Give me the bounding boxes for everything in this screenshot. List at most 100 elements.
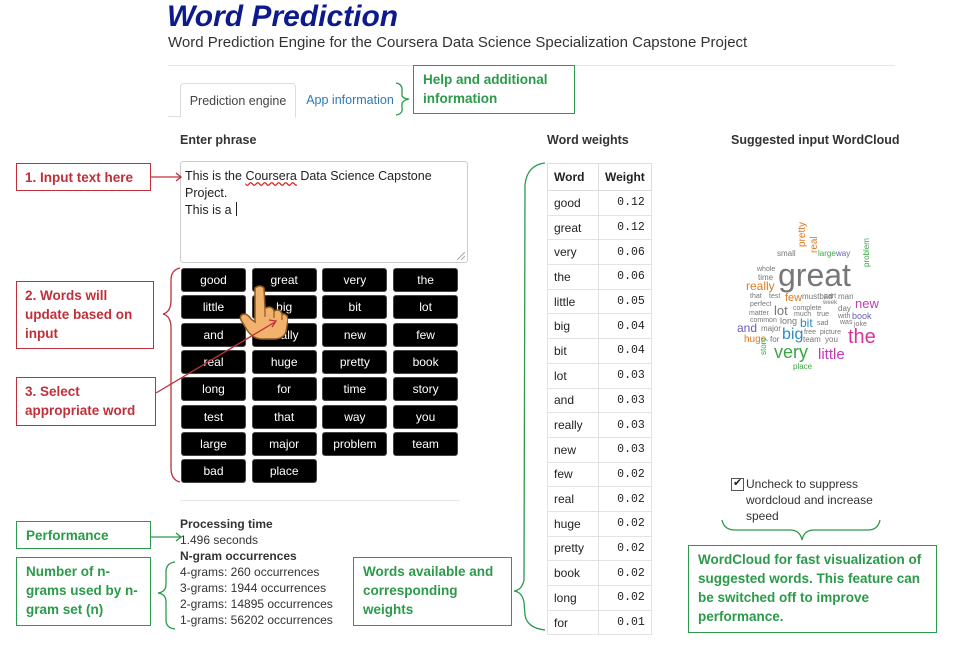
word-button-for[interactable]: for [251,377,317,402]
wordcloud-word-common: common [750,317,777,324]
word-button-test[interactable]: test [181,404,246,429]
word-button-few[interactable]: few [393,322,459,347]
weights-value-cell: 0.02 [598,461,652,488]
wordcloud-checkbox[interactable]: ✔ [731,477,744,491]
weights-value-cell: 0.04 [598,338,652,364]
col-weight-header[interactable]: Weight [598,163,652,191]
weights-value-cell: 0.06 [598,264,652,290]
ngram-heading: N-gram occurrences [180,549,297,563]
wordcloud-word-for: for [770,335,780,344]
callout-words-available: Words available and corresponding weight… [353,557,512,626]
callout-select: 3. Select appropriate word [16,377,156,426]
wordcloud-word-day: day [838,304,851,313]
weights-row: real 0.02 [547,486,652,512]
resize-grip-icon[interactable] [457,252,465,260]
word-button-little[interactable]: little [181,295,246,320]
weights-row: huge 0.02 [547,510,652,537]
word-button-you[interactable]: you [393,404,459,429]
weights-value-cell: 0.12 [598,214,652,241]
callout-help: Help and additional information [413,65,575,114]
wordcloud-word-you: you [825,335,838,344]
word-button-lot[interactable]: lot [393,295,459,320]
wordcloud-word-week: week [823,300,838,306]
word-button-large[interactable]: large [181,431,246,456]
word-button-bit[interactable]: bit [322,295,388,320]
word-button-that[interactable]: that [251,404,317,429]
weights-word-cell: pretty [547,535,599,562]
weights-row: the 0.06 [547,264,652,290]
wordcloud-word-that: that [750,293,762,300]
weights-row: pretty 0.02 [547,535,652,562]
word-button-new[interactable]: new [322,322,388,347]
word-button-major[interactable]: major [251,431,317,456]
processing-time-heading: Processing time [180,517,273,531]
callout-input: 1. Input text here [16,163,151,191]
weights-row: long 0.02 [547,585,652,611]
wordcloud-word-was: was [840,319,853,326]
wordcloud-word-test: test [769,293,781,300]
checkbox-label: Uncheck to suppress wordcloud and increa… [746,477,873,523]
col-word-header[interactable]: Word [547,163,599,191]
weights-word-cell: bit [547,338,599,364]
weights-word-cell: huge [547,510,599,537]
word-button-book[interactable]: book [393,349,459,374]
weights-value-cell: 0.03 [598,436,652,463]
word-button-real[interactable]: real [181,349,246,374]
weights-word-cell: great [547,214,599,241]
wordcloud-word-bit: bit [800,316,813,330]
weights-value-cell: 0.12 [598,190,652,216]
word-button-the[interactable]: the [393,268,459,292]
ngram-3: 3-grams: 1944 occurrences [180,581,327,595]
wordcloud-word-little: little [818,346,845,363]
callout-performance: Performance [16,521,151,549]
word-button-good[interactable]: good [181,268,246,292]
wordcloud-word-mustbad: mustbad [802,292,833,301]
wordcloud-word-whole: whole [757,266,776,273]
tab-prediction-engine[interactable]: Prediction engine [180,83,296,118]
wordcloud-word-with: with [838,313,851,320]
word-button-great[interactable]: great [251,268,317,292]
weights-word-cell: book [547,560,599,586]
wordcloud-word-lot: lot [774,303,788,318]
weights-row: and 0.03 [547,387,652,414]
wordcloud-word-picture: picture [820,329,842,336]
weights-word-cell: for [547,609,599,636]
app-subtitle: Word Prediction Engine for the Coursera … [168,34,748,51]
callout-ngrams: Number of n-grams used by n-gram set (n) [16,557,151,626]
weights-value-cell: 0.06 [598,239,652,266]
weights-word-cell: the [547,264,599,290]
wordcloud-word-long: long [780,316,798,326]
word-button-problem[interactable]: problem [322,431,388,456]
wordcloud-word-very: very [774,342,809,362]
weights-row: little 0.05 [547,288,652,315]
word-button-story[interactable]: story [393,377,459,402]
wordcloud-word-major: major [761,324,782,333]
wordcloud-word-new: new [855,296,879,311]
wordcloud-word-place: place [793,362,813,371]
wordcloud-word-small: small [777,249,796,258]
phrase-text-part2: Data Science Capstone Project. This is a [185,169,432,217]
weights-value-cell: 0.03 [598,412,652,438]
ngram-2: 2-grams: 14895 occurrences [180,597,333,611]
text-caret [236,202,238,216]
word-button-bad[interactable]: bad [181,459,246,484]
callout-wordcloud: WordCloud for fast visualization of sugg… [688,545,937,633]
wordcloud-word-time: time [758,273,774,282]
word-button-time[interactable]: time [322,377,388,402]
word-button-way[interactable]: way [322,404,388,429]
word-button-place[interactable]: place [251,459,317,484]
word-button-and[interactable]: and [181,322,246,347]
word-button-very[interactable]: very [322,268,388,292]
phrase-input[interactable]: This is the Coursera Data Science Capsto… [180,161,468,263]
wordcloud-word-joke: joke [854,321,867,328]
word-button-huge[interactable]: huge [251,349,317,374]
weights-row: bit 0.04 [547,338,652,364]
weights-row: new 0.03 [547,436,652,463]
weights-value-cell: 0.04 [598,313,652,340]
wordcloud-word-big: big [782,326,804,343]
tab-app-information[interactable]: App information [306,92,394,107]
word-button-pretty[interactable]: pretty [322,349,388,374]
wordcloud-word-perfect: perfect [750,301,772,308]
word-button-team[interactable]: team [393,431,459,456]
word-button-long[interactable]: long [181,377,246,402]
